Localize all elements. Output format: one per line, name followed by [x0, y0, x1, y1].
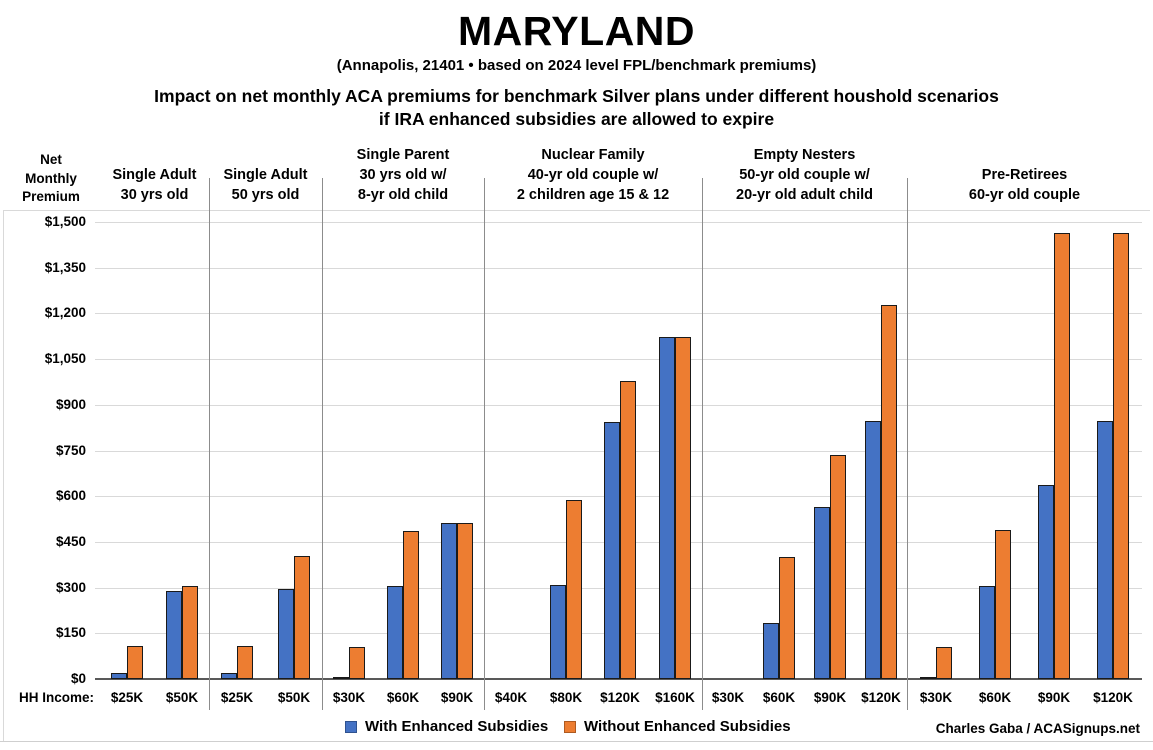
bar-without-enhanced-subsidies	[936, 647, 952, 679]
y-tick-label: $1,200	[44, 305, 86, 320]
income-tick-label: $30K	[711, 690, 745, 705]
bar-with-enhanced-subsidies	[1038, 485, 1054, 679]
bar-without-enhanced-subsidies	[403, 531, 419, 679]
bar-without-enhanced-subsidies	[182, 586, 198, 679]
group-header: Single Parent 30 yrs old w/ 8-yr old chi…	[356, 147, 450, 203]
chart-frame-left	[3, 210, 4, 742]
income-tick-label: $120K	[861, 690, 901, 705]
y-tick-label: $750	[55, 443, 86, 458]
income-tick-label: $25K	[220, 690, 254, 705]
income-tick-label: $50K	[277, 690, 311, 705]
y-tick-label: $1,500	[44, 214, 86, 229]
group-header: Single Adult 50 yrs old	[223, 167, 308, 203]
income-tick-label: $60K	[762, 690, 796, 705]
credit-attribution: Charles Gaba / ACASignups.net	[935, 721, 1140, 736]
income-tick-label: $80K	[549, 690, 583, 705]
y-tick-label: $0	[70, 671, 86, 686]
bar-without-enhanced-subsidies	[779, 557, 795, 679]
y-tick-label: $1,350	[44, 260, 86, 275]
y-tick-label: $450	[55, 534, 86, 549]
bar-with-enhanced-subsidies	[166, 591, 182, 679]
bar-with-enhanced-subsidies	[1097, 421, 1113, 679]
bar-with-enhanced-subsidies	[550, 585, 566, 679]
hh-income-label: HH Income:	[18, 690, 94, 705]
chart-heading-line1: Impact on net monthly ACA premiums for b…	[154, 86, 999, 106]
bar-without-enhanced-subsidies	[127, 646, 143, 679]
bar-with-enhanced-subsidies	[441, 523, 457, 679]
legend-swatch-with-enhanced-icon	[345, 720, 357, 733]
bar-with-enhanced-subsidies	[763, 623, 779, 679]
chart-heading: Impact on net monthly ACA premiums for b…	[0, 85, 1153, 131]
legend-item-without-enhanced: Without Enhanced Subsidies	[564, 718, 791, 735]
bar-without-enhanced-subsidies	[294, 556, 310, 679]
bar-with-enhanced-subsidies	[865, 421, 881, 679]
income-tick-label: $90K	[440, 690, 474, 705]
income-tick-label: $30K	[919, 690, 953, 705]
chart-title: MARYLAND	[457, 8, 696, 54]
bar-without-enhanced-subsidies	[349, 647, 365, 679]
gridline	[95, 313, 1142, 314]
bar-without-enhanced-subsidies	[620, 381, 636, 679]
bar-without-enhanced-subsidies	[237, 646, 253, 679]
legend-item-with-enhanced: With Enhanced Subsidies	[345, 718, 548, 735]
gridline	[95, 405, 1142, 406]
group-divider	[484, 178, 485, 710]
y-tick-label: $600	[55, 488, 86, 503]
bar-with-enhanced-subsidies	[221, 673, 237, 679]
bar-without-enhanced-subsidies	[1113, 233, 1129, 679]
bar-with-enhanced-subsidies	[604, 422, 620, 679]
chart-heading-line2: if IRA enhanced subsidies are allowed to…	[378, 109, 775, 129]
bar-with-enhanced-subsidies	[333, 677, 349, 679]
x-axis-line	[95, 678, 1142, 680]
group-header: Single Adult 30 yrs old	[112, 167, 197, 203]
bar-without-enhanced-subsidies	[566, 500, 582, 679]
legend-label-without-enhanced: Without Enhanced Subsidies	[584, 718, 791, 735]
group-divider	[702, 178, 703, 710]
income-tick-label: $120K	[1093, 690, 1133, 705]
legend-label-with-enhanced: With Enhanced Subsidies	[365, 718, 549, 735]
group-header: Pre-Retirees 60-yr old couple	[968, 167, 1081, 203]
bar-without-enhanced-subsidies	[675, 337, 691, 679]
y-axis-title: Net Monthly Premium	[22, 152, 80, 204]
bar-with-enhanced-subsidies	[278, 589, 294, 679]
income-tick-label: $50K	[165, 690, 199, 705]
income-tick-label: $90K	[1037, 690, 1071, 705]
bar-without-enhanced-subsidies	[995, 530, 1011, 679]
bar-with-enhanced-subsidies	[920, 677, 936, 679]
bar-without-enhanced-subsidies	[830, 455, 846, 679]
group-divider	[322, 178, 323, 710]
income-tick-label: $90K	[813, 690, 847, 705]
gridline	[95, 268, 1142, 269]
bar-without-enhanced-subsidies	[881, 305, 897, 679]
gridline	[95, 359, 1142, 360]
bar-without-enhanced-subsidies	[1054, 233, 1070, 679]
gridline	[95, 222, 1142, 223]
group-divider	[209, 178, 210, 710]
bar-with-enhanced-subsidies	[387, 586, 403, 679]
income-tick-label: $160K	[655, 690, 695, 705]
y-tick-label: $150	[55, 625, 86, 640]
legend-swatch-without-enhanced-icon	[564, 720, 576, 733]
group-divider	[907, 178, 908, 710]
group-header: Empty Nesters 50-yr old couple w/ 20-yr …	[736, 147, 873, 203]
chart-frame-top	[3, 210, 1150, 211]
bar-with-enhanced-subsidies	[659, 337, 675, 679]
bar-with-enhanced-subsidies	[814, 507, 830, 679]
bar-with-enhanced-subsidies	[111, 673, 127, 679]
income-tick-label: $30K	[332, 690, 366, 705]
y-tick-label: $1,050	[44, 351, 86, 366]
income-tick-label: $60K	[978, 690, 1012, 705]
y-tick-label: $300	[55, 580, 86, 595]
income-tick-label: $60K	[386, 690, 420, 705]
y-tick-label: $900	[55, 397, 86, 412]
income-tick-label: $120K	[600, 690, 640, 705]
chart-subtitle: (Annapolis, 21401 • based on 2024 level …	[336, 57, 817, 74]
income-tick-label: $25K	[110, 690, 144, 705]
group-header: Nuclear Family 40-yr old couple w/ 2 chi…	[516, 147, 670, 203]
bar-without-enhanced-subsidies	[457, 523, 473, 679]
chart-frame-bottom	[0, 741, 1153, 742]
income-tick-label: $40K	[494, 690, 528, 705]
bar-with-enhanced-subsidies	[979, 586, 995, 679]
